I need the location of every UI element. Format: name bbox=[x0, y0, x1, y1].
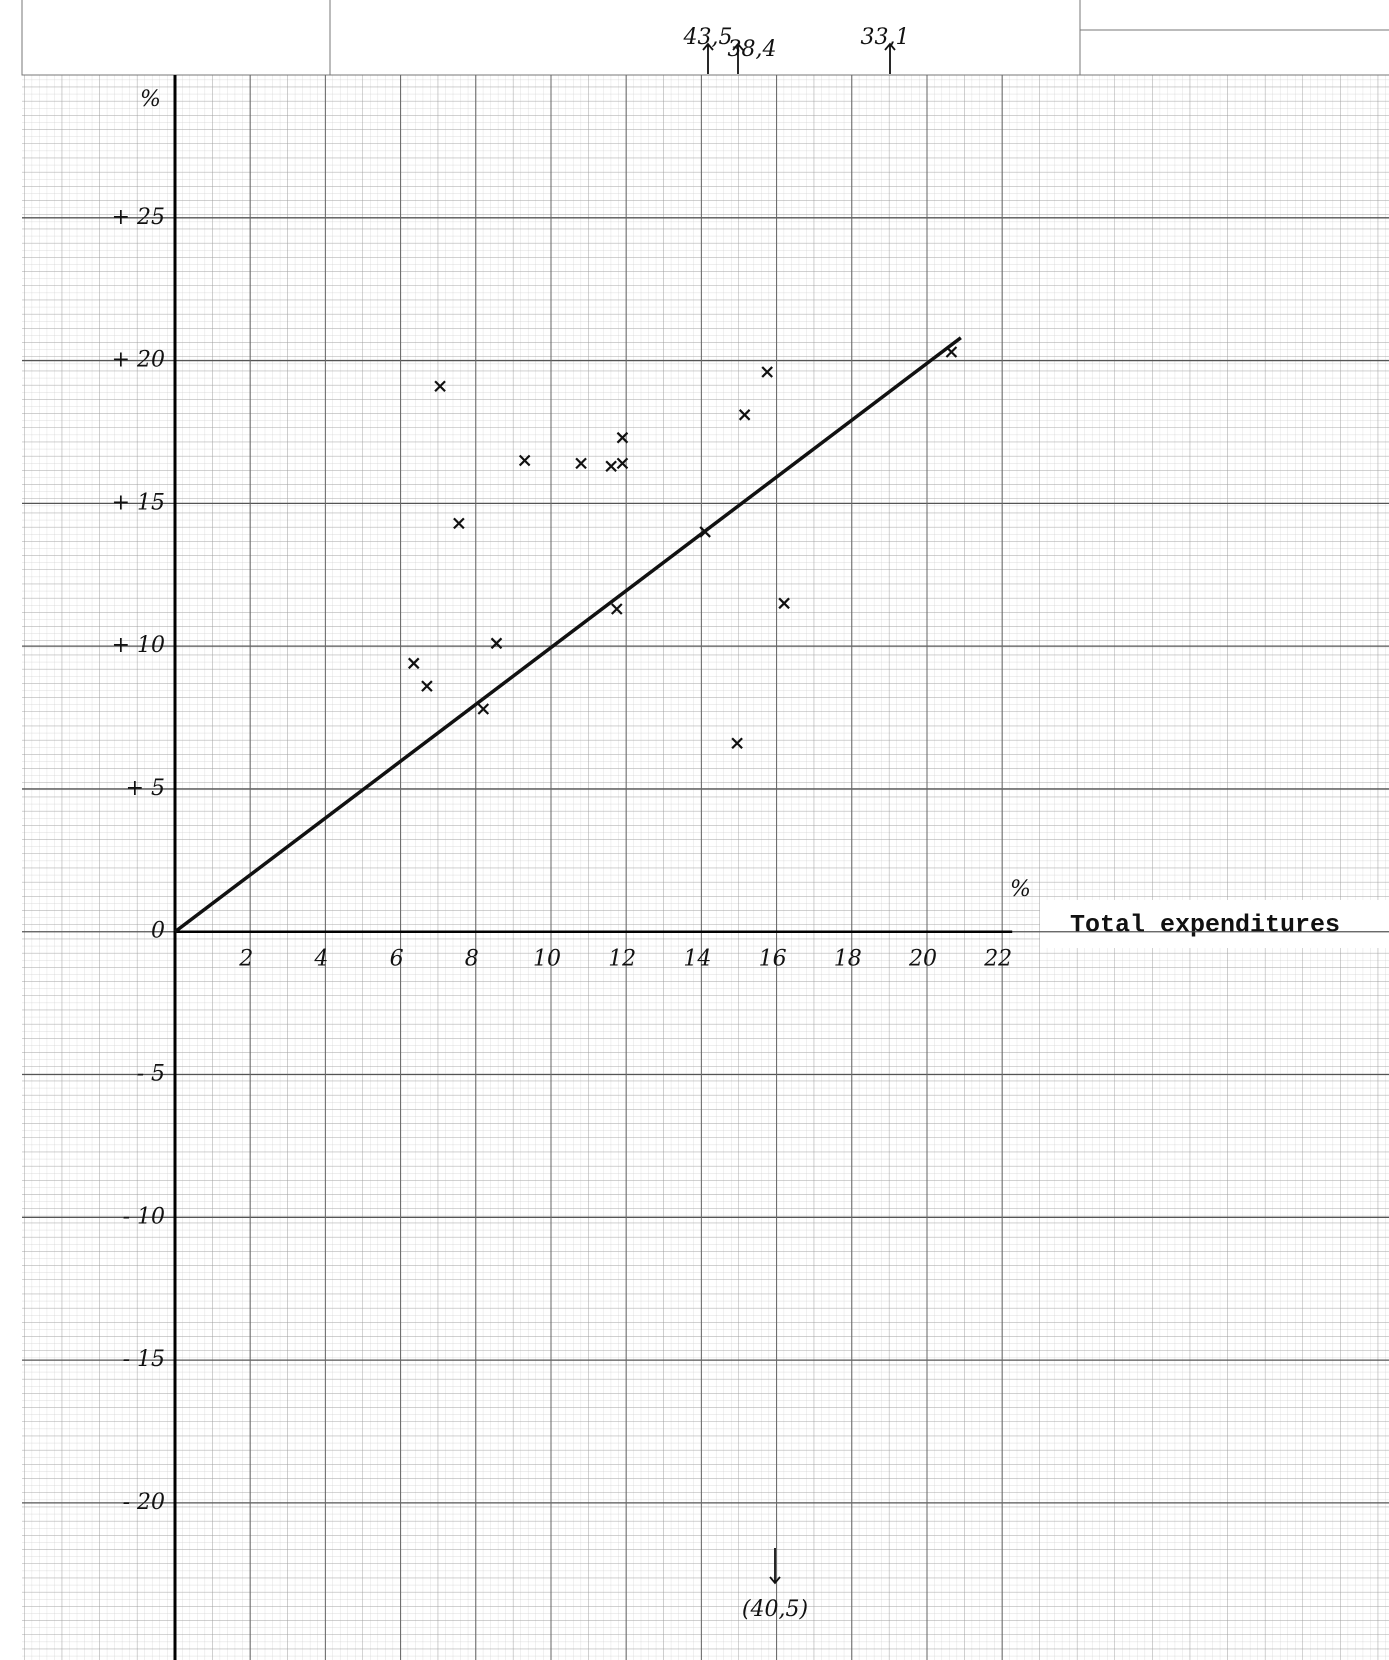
x-tick-label: 6 bbox=[390, 947, 404, 972]
x-tick-label: 8 bbox=[465, 947, 479, 972]
y-tick-label: + 25 bbox=[112, 205, 165, 230]
x-tick-label: 4 bbox=[313, 947, 328, 972]
annotation: 38,4 bbox=[728, 37, 777, 62]
point bbox=[434, 380, 446, 393]
y-tick-label: - 20 bbox=[123, 1490, 165, 1515]
page-frame bbox=[21, 0, 1389, 76]
y-axis-label: % bbox=[140, 87, 161, 112]
point bbox=[575, 457, 587, 470]
point bbox=[407, 657, 420, 670]
y-tick-label: - 15 bbox=[123, 1347, 165, 1372]
x-tick-label: 18 bbox=[834, 947, 862, 972]
point bbox=[699, 526, 711, 538]
point bbox=[605, 460, 617, 473]
point bbox=[778, 597, 790, 610]
x-tick-label: 2 bbox=[238, 947, 253, 972]
point bbox=[490, 637, 503, 650]
y-tick-label: - 5 bbox=[137, 1062, 165, 1087]
point bbox=[611, 603, 623, 615]
y-tick-label: + 10 bbox=[112, 633, 165, 658]
annotation-arrow bbox=[884, 42, 896, 74]
label-backing bbox=[1040, 900, 1389, 948]
point bbox=[945, 346, 958, 358]
annotation-arrow bbox=[769, 1548, 781, 1585]
point bbox=[738, 409, 751, 421]
annotation-arrow bbox=[732, 42, 744, 74]
point bbox=[477, 703, 490, 715]
x-tick-label: 20 bbox=[908, 947, 937, 972]
point bbox=[761, 366, 773, 378]
y-tick-label: 0 bbox=[151, 919, 165, 944]
x-tick-label: 10 bbox=[533, 947, 561, 972]
x-tick-label: 22 bbox=[983, 947, 1012, 972]
x-tick-label: 12 bbox=[608, 947, 636, 972]
graph-paper bbox=[22, 75, 1389, 1660]
x-axis-unit: % bbox=[1010, 877, 1031, 902]
point bbox=[453, 517, 465, 530]
annotation: (40,5) bbox=[742, 1597, 808, 1622]
y-tick-label: + 5 bbox=[126, 776, 165, 801]
x-axis-label: Total expenditures bbox=[1070, 911, 1340, 940]
y-tick-label: + 15 bbox=[112, 490, 165, 515]
point bbox=[616, 431, 629, 444]
y-tick-label: + 20 bbox=[112, 348, 165, 373]
point bbox=[421, 680, 433, 692]
point bbox=[518, 454, 531, 467]
x-tick-label: 14 bbox=[683, 947, 711, 972]
point bbox=[616, 457, 629, 470]
trend-line bbox=[173, 336, 962, 934]
x-tick-label: 16 bbox=[759, 947, 787, 972]
annotation-arrow bbox=[702, 42, 714, 74]
annotation: 33,1 bbox=[861, 25, 910, 50]
point bbox=[731, 737, 743, 750]
y-tick-label: - 10 bbox=[123, 1204, 165, 1229]
